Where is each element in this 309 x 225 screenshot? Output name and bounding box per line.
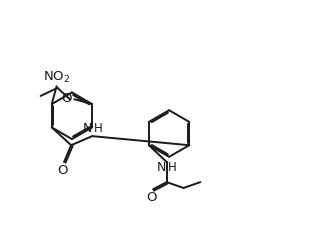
Text: O: O [61, 92, 72, 105]
Text: H: H [168, 161, 177, 174]
Text: N: N [83, 122, 92, 135]
Text: O: O [146, 191, 156, 204]
Text: NO$_2$: NO$_2$ [43, 70, 70, 85]
Text: O: O [57, 164, 68, 177]
Text: H: H [94, 122, 102, 135]
Text: N: N [157, 161, 166, 174]
